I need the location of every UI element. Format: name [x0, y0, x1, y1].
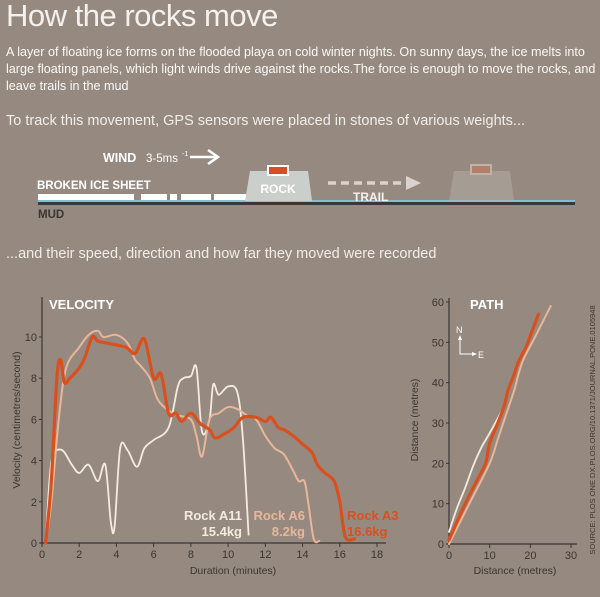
path-x-label: Distance (metres) — [474, 565, 557, 577]
subheading-recorded: ...and their speed, direction and how fa… — [6, 246, 437, 262]
intro-text: A layer of floating ice forms on the flo… — [6, 45, 596, 93]
wind-speed: 3-5ms — [146, 153, 178, 165]
compass-east: E — [478, 350, 484, 360]
source-note: SOURCE: PLOS ONE DX.PLOS.ORG/10.1371/JOU… — [588, 305, 597, 554]
y-tick-label: 4 — [31, 456, 37, 468]
y-tick-label: 60 — [432, 297, 444, 309]
compass-north: N — [456, 325, 463, 335]
series-line-rock-a6 — [44, 329, 321, 544]
x-tick-label: 0 — [39, 549, 45, 561]
x-tick-label: 2 — [76, 549, 82, 561]
diagram: WIND 3-5ms -1 BROKEN ICE SHEET MUD ROCK … — [37, 148, 575, 221]
rock-shape: ROCK — [245, 165, 312, 201]
y-tick-label: 50 — [432, 337, 444, 349]
ice-panels — [38, 194, 246, 200]
velocity-x-label: Duration (minutes) — [190, 565, 276, 577]
legend-a11-weight: 15.4kg — [202, 524, 243, 539]
y-tick-label: 40 — [432, 378, 444, 390]
path-title: PATH — [470, 297, 503, 312]
x-tick-label: 12 — [259, 549, 271, 561]
legend-a6-weight: 8.2kg — [272, 524, 305, 539]
x-tick-label: 18 — [371, 549, 383, 561]
series-line-rock-a3 — [447, 312, 541, 542]
x-tick-label: 20 — [524, 550, 536, 562]
wind-arrow-icon — [190, 148, 221, 166]
legend-a3-weight: 16.6kg — [347, 524, 388, 539]
trail-label: TRAIL — [353, 190, 388, 204]
page-title: How the rocks move — [6, 0, 278, 33]
mud-label: MUD — [38, 209, 64, 221]
series-line-rock-a11 — [448, 410, 503, 533]
legend-a11-name: Rock A11 — [184, 508, 242, 523]
x-tick-label: 16 — [334, 549, 346, 561]
y-tick-label: 0 — [31, 538, 37, 550]
ghost-rock-shape — [449, 164, 514, 201]
x-tick-label: 6 — [151, 549, 157, 561]
x-tick-label: 0 — [446, 550, 452, 562]
y-tick-label: 0 — [438, 539, 444, 551]
wind-label: WIND — [103, 151, 136, 165]
series-line-rock-a11 — [44, 364, 250, 544]
velocity-chart: VELOCITY Duration (minutes) Velocity (ce… — [11, 297, 399, 577]
x-tick-label: 10 — [222, 549, 234, 561]
series-line-rock-a3 — [44, 334, 357, 545]
y-tick-label: 2 — [31, 497, 37, 509]
path-y-label: Distance (metres) — [409, 379, 421, 462]
mud-line — [38, 202, 575, 205]
x-tick-label: 14 — [296, 549, 308, 561]
y-tick-label: 6 — [31, 414, 37, 426]
path-chart: PATH Distance (metres) Distance (metres)… — [409, 297, 577, 577]
series-line-rock-a6 — [448, 305, 552, 545]
y-tick-label: 10 — [432, 499, 444, 511]
legend-a6-name: Rock A6 — [253, 508, 305, 523]
velocity-title: VELOCITY — [49, 297, 114, 312]
y-tick-label: 10 — [25, 332, 37, 344]
legend-a3-name: Rock A3 — [347, 508, 399, 523]
y-tick-label: 8 — [31, 373, 37, 385]
wind-unit-exponent: -1 — [182, 151, 188, 158]
x-tick-label: 4 — [113, 549, 119, 561]
ice-label: BROKEN ICE SHEET — [37, 180, 151, 192]
compass-icon: N E — [456, 325, 484, 360]
y-tick-label: 30 — [432, 418, 444, 430]
x-tick-label: 8 — [188, 549, 194, 561]
rock-label: ROCK — [260, 182, 296, 196]
y-tick-label: 20 — [432, 458, 444, 470]
x-tick-label: 30 — [565, 550, 577, 562]
velocity-y-label: Velocity (centimetres/second) — [11, 351, 23, 488]
trail-arrow-icon — [328, 176, 421, 190]
subheading-tracking: To track this movement, GPS sensors were… — [6, 113, 526, 129]
x-tick-label: 10 — [484, 550, 496, 562]
